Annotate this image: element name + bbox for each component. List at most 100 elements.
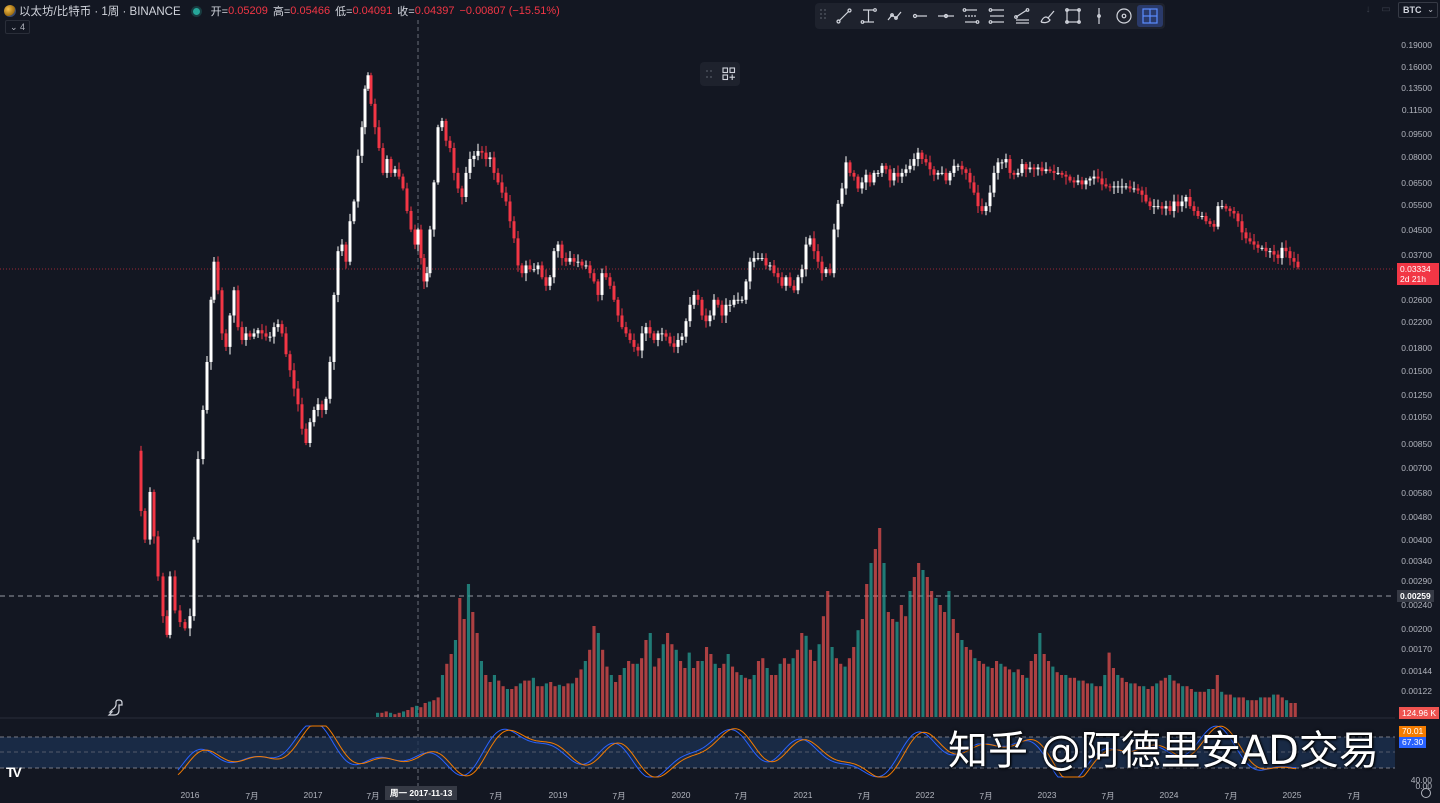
info-line-tool[interactable] xyxy=(857,5,883,27)
time-tick: 2022 xyxy=(915,790,935,800)
price-tick: 0.05500 xyxy=(1401,200,1432,210)
price-tick: 0.09500 xyxy=(1401,129,1432,139)
ethereum-coin-icon xyxy=(4,5,16,17)
parallel-channel-tool[interactable] xyxy=(959,5,985,27)
time-tick: 7月 xyxy=(857,791,871,801)
drag-handle-icon[interactable] xyxy=(705,68,713,80)
drawing-toolbar xyxy=(815,3,1165,29)
price-tick: 0.02200 xyxy=(1401,317,1432,327)
time-tick: 2023 xyxy=(1037,790,1057,800)
time-tick: 7月 xyxy=(1224,791,1238,801)
dinosaur-icon[interactable] xyxy=(106,698,126,718)
time-tick: 2024 xyxy=(1159,790,1179,800)
change-value: −0.00807 (−15.51%) xyxy=(459,5,560,17)
stoch-k-badge: 70.01 xyxy=(1399,726,1427,737)
crosshair-date-badge: 周一 2017-11-13 xyxy=(385,786,458,800)
price-tick: 0.01050 xyxy=(1401,412,1432,422)
horizontal-ray-icon xyxy=(913,13,928,19)
close-label: 收= xyxy=(397,6,415,18)
currency-select[interactable]: BTC ⌄ xyxy=(1398,2,1438,18)
stoch-level-40: 40.00 xyxy=(1410,775,1432,785)
price-tick: 0.03700 xyxy=(1401,250,1432,260)
price-tick: 0.00400 xyxy=(1401,535,1432,545)
stoch-level-0: 0.00 xyxy=(1415,781,1432,791)
price-tick: 0.00700 xyxy=(1401,463,1432,473)
crosshair-lines xyxy=(0,20,1395,803)
time-tick: 2017 xyxy=(303,790,323,800)
time-tick: 7月 xyxy=(366,791,380,801)
price-tick: 0.00240 xyxy=(1401,600,1432,610)
time-tick: 7月 xyxy=(245,791,259,801)
price-tick: 0.08000 xyxy=(1401,152,1432,162)
volume-badge: 124.96 K xyxy=(1399,707,1440,719)
pitchfork-tool[interactable] xyxy=(1010,5,1036,27)
price-tick: 0.00170 xyxy=(1401,644,1432,654)
circle-tool[interactable] xyxy=(1112,5,1138,27)
low-label: 低= xyxy=(335,6,353,18)
high-label: 高= xyxy=(272,6,291,18)
trend-line-tool[interactable] xyxy=(831,5,857,27)
regression-channel-tool[interactable] xyxy=(984,5,1010,27)
settings-gear-icon[interactable] xyxy=(1421,788,1431,798)
open-label: 开= xyxy=(210,6,229,18)
price-tick: 0.00340 xyxy=(1401,556,1432,566)
time-tick: 2021 xyxy=(793,790,813,800)
price-tick: 0.11500 xyxy=(1401,105,1432,115)
brush-tool[interactable] xyxy=(1035,5,1061,27)
path-tool[interactable] xyxy=(882,5,908,27)
price-tick: 0.00200 xyxy=(1401,624,1432,634)
time-tick: 7月 xyxy=(1101,791,1115,801)
price-tick: 0.00850 xyxy=(1401,439,1432,449)
vertical-line-tool[interactable] xyxy=(1086,5,1112,27)
stoch-d-badge: 67.30 xyxy=(1399,737,1427,748)
symbol-legend[interactable]: 以太坊/比特币 · 1周 · BINANCE 开= 0.05209 高= 0.054… xyxy=(4,3,565,19)
indicators-collapse-button[interactable]: ⌄ 4 xyxy=(5,20,31,34)
time-tick: 7月 xyxy=(489,791,503,801)
crosshair-grid-icon xyxy=(1142,8,1158,24)
chevron-down-icon: ⌄ xyxy=(1427,5,1434,14)
currency-value: BTC xyxy=(1403,5,1422,15)
time-tick: 2019 xyxy=(548,790,568,800)
rectangle-tool[interactable] xyxy=(1061,5,1087,27)
price-tick: 0.02600 xyxy=(1401,295,1432,305)
crosshair-grid-tool[interactable] xyxy=(1137,5,1163,27)
add-widget-icon[interactable] xyxy=(721,67,736,81)
close-value: 0.04397 xyxy=(414,5,455,17)
drag-handle-icon[interactable] xyxy=(819,7,831,26)
high-value: 0.05466 xyxy=(290,5,331,17)
download-icon[interactable]: ↓ xyxy=(1365,4,1371,15)
last-price: 0.03334 xyxy=(1400,264,1431,274)
market-status-icon xyxy=(192,7,200,15)
horizontal-ray-tool[interactable] xyxy=(908,5,934,27)
time-tick: 2016 xyxy=(180,790,200,800)
horizontal-line-tool[interactable] xyxy=(933,5,959,27)
price-tick: 0.00480 xyxy=(1401,512,1432,522)
price-tick: 0.06500 xyxy=(1401,178,1432,188)
stochastic-rsi-pane xyxy=(0,725,1395,778)
parallel-channel-icon xyxy=(962,8,980,24)
horizontal-line-icon xyxy=(937,13,954,19)
trend-line-icon xyxy=(836,8,852,24)
last-price-badge: 0.03334 2d 21h xyxy=(1397,263,1439,285)
time-tick: 2020 xyxy=(671,790,691,800)
path-icon xyxy=(887,11,902,21)
price-tick: 0.00122 xyxy=(1401,686,1432,696)
tradingview-logo[interactable]: TV xyxy=(6,764,22,780)
pitchfork-icon xyxy=(1014,8,1030,24)
open-value: 0.05209 xyxy=(228,5,268,17)
crosshair-price-badge: 0.00259 xyxy=(1397,590,1434,602)
price-tick: 0.00580 xyxy=(1401,488,1432,498)
price-tick: 0.01250 xyxy=(1401,390,1432,400)
price-tick: 0.01500 xyxy=(1401,366,1432,376)
price-tick: 0.01800 xyxy=(1401,343,1432,353)
time-tick: 7月 xyxy=(979,791,993,801)
time-tick: 2025 xyxy=(1282,790,1302,800)
layout-icon[interactable]: ▭ xyxy=(1381,4,1391,15)
time-tick: 7月 xyxy=(612,791,626,801)
top-right-controls: ↓ ▭ xyxy=(1362,4,1392,16)
candlestick-series xyxy=(139,72,1300,639)
bar-countdown: 2d 21h xyxy=(1400,274,1426,284)
info-line-icon xyxy=(860,8,878,24)
symbol-title[interactable]: 以太坊/比特币 · 1周 · BINANCE xyxy=(19,6,181,18)
